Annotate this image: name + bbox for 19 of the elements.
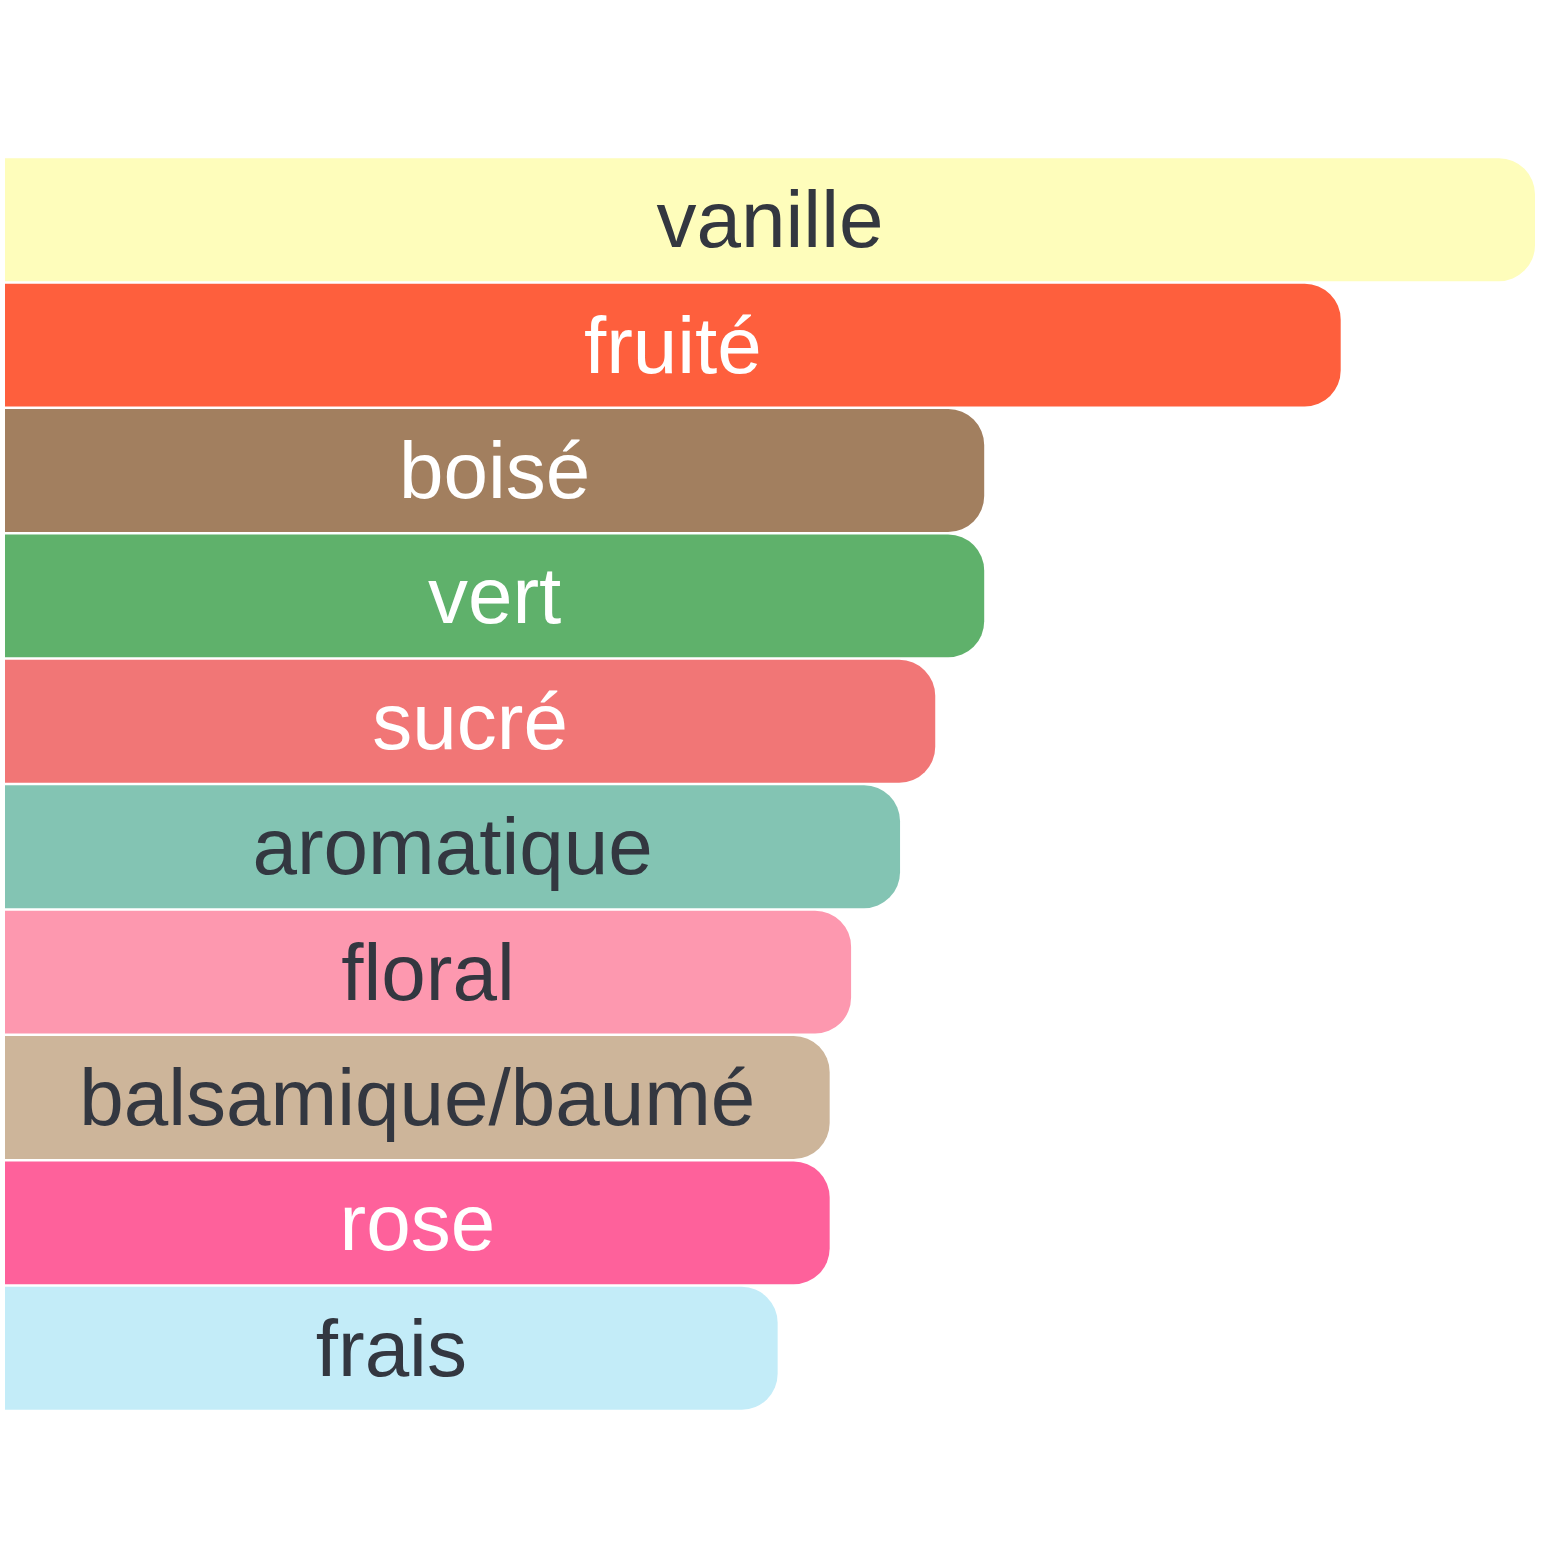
y-tick-label: sucré [372,676,568,766]
bar [5,910,852,1034]
y-tick-label: vert [427,551,562,641]
y-tick-label: floral [341,927,515,1017]
bar [5,785,901,909]
y-tick-label: aromatique [252,802,653,892]
y-tick-label: balsamique/baumé [79,1053,756,1142]
bar [5,659,936,783]
y-tick-label: boisé [398,426,591,515]
y-tick-label: fruité [583,300,762,390]
bar [5,158,1535,282]
bar [5,1286,778,1410]
bar [5,534,985,658]
bar [5,1161,830,1285]
y-tick-label: vanille [656,175,884,265]
bar [5,283,1341,407]
y-tick-label: frais [315,1303,467,1393]
bar [5,409,985,532]
y-tick-label: rose [339,1178,496,1268]
